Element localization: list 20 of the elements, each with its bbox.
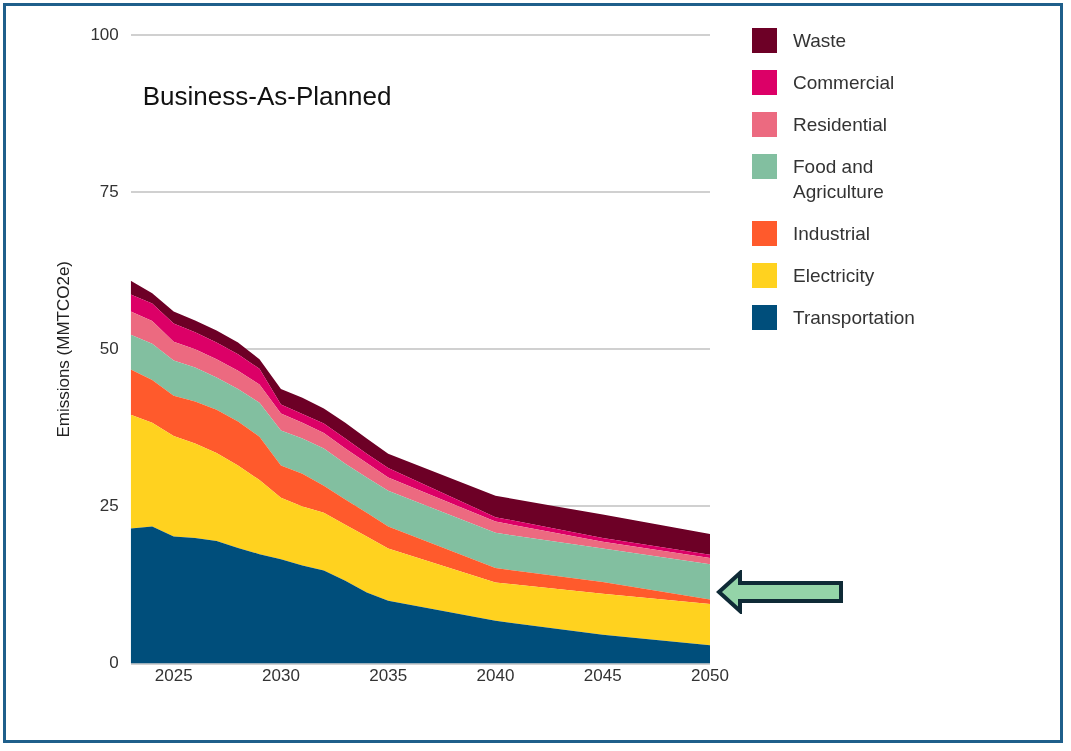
legend-label: Industrial xyxy=(793,222,872,246)
y-tick-label: 25 xyxy=(99,496,119,516)
x-tick-label: 2035 xyxy=(369,666,408,686)
x-tick-label: 2025 xyxy=(154,666,193,686)
legend-label: Food and Agriculture xyxy=(793,155,885,204)
y-tick-label: 100 xyxy=(90,24,119,44)
x-tick-label: 2040 xyxy=(476,666,515,686)
legend-label: Waste xyxy=(793,29,848,53)
x-tick-label: 2030 xyxy=(262,666,300,686)
text: Business-As-Planned xyxy=(142,81,392,112)
y-tick-label: 75 xyxy=(99,181,119,201)
y-tick-label: 50 xyxy=(99,338,119,358)
legend-label: Commercial xyxy=(793,71,896,95)
x-tick-label: 2045 xyxy=(583,666,622,686)
y-tick-label: 0 xyxy=(109,653,119,673)
legend-label: Electricity xyxy=(793,264,876,288)
x-tick-label: 2050 xyxy=(691,666,729,686)
y-axis-title: Emissions (MMTCO2e) xyxy=(53,260,73,438)
legend-label: Residential xyxy=(793,113,888,137)
legend-label: Transportation xyxy=(793,306,916,330)
